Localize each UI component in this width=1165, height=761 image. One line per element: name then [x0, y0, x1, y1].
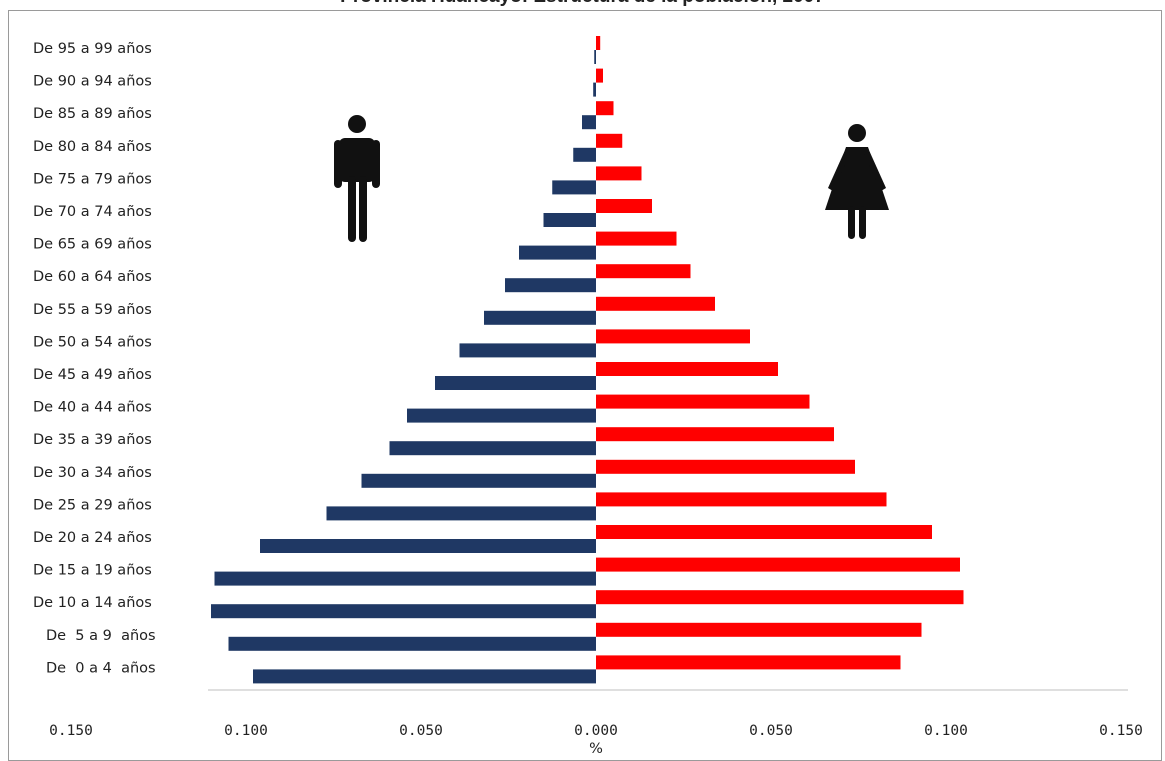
- x-axis-ticks: 0.150 0.100 0.050 0.000 0.050 0.100 0.150: [49, 723, 1143, 739]
- male-bar: [505, 278, 596, 293]
- x-tick-label: 0.100: [224, 723, 268, 739]
- x-tick-label: 0.100: [924, 723, 968, 739]
- female-bar: [596, 231, 677, 246]
- x-tick-label: 0.050: [399, 723, 443, 739]
- female-bar: [596, 101, 614, 116]
- male-bar: [211, 604, 596, 619]
- male-figure-icon: [334, 115, 380, 242]
- male-bar: [326, 506, 596, 521]
- female-bar: [596, 199, 652, 213]
- female-bar: [596, 492, 887, 507]
- category-label: De 10 a 14 años: [33, 595, 152, 611]
- x-tick-label: 0.000: [574, 723, 618, 739]
- category-label: De 85 a 89 años: [33, 106, 152, 122]
- category-label: De 95 a 99 años: [33, 41, 152, 57]
- category-label: De 20 a 24 años: [33, 530, 152, 546]
- x-tick-label: 0.050: [749, 723, 793, 739]
- female-bar: [596, 296, 715, 311]
- female-figure-icon: [825, 124, 889, 239]
- female-bar: [596, 329, 750, 344]
- female-bar: [596, 459, 855, 474]
- female-bar: [596, 68, 603, 83]
- male-bar: [594, 50, 596, 64]
- male-bar: [389, 441, 596, 456]
- female-bar: [596, 36, 601, 50]
- male-bar: [260, 539, 596, 553]
- female-bar: [596, 166, 642, 181]
- category-label: De 25 a 29 años: [33, 497, 152, 513]
- category-label: De 80 a 84 años: [33, 139, 152, 155]
- female-bar: [596, 427, 834, 442]
- female-bar: [596, 655, 901, 670]
- category-label: De 55 a 59 años: [33, 302, 152, 318]
- female-bar: [596, 394, 810, 409]
- category-label: De 30 a 34 años: [33, 465, 152, 481]
- x-axis-label: %: [589, 741, 603, 757]
- female-bar: [596, 557, 960, 572]
- category-label: De 15 a 19 años: [33, 563, 152, 579]
- male-bar: [582, 115, 596, 130]
- male-bar: [573, 147, 596, 162]
- category-label: De 65 a 69 años: [33, 237, 152, 253]
- male-bar: [519, 245, 596, 260]
- x-tick-label: 0.150: [49, 723, 93, 739]
- category-label: De 5 a 9 años: [46, 628, 156, 644]
- female-bar: [596, 622, 922, 637]
- bars-layer: [211, 36, 964, 684]
- male-bar: [593, 82, 596, 97]
- male-bar: [214, 571, 596, 586]
- category-label: De 70 a 74 años: [33, 204, 152, 220]
- chart-title: Provincia Huancayo: Estructura de la pob…: [0, 0, 1165, 8]
- female-bar: [596, 264, 691, 279]
- category-label: De 50 a 54 años: [33, 334, 152, 350]
- male-bar: [459, 343, 596, 358]
- male-bar: [228, 636, 596, 651]
- category-label: De 0 a 4 años: [46, 660, 156, 676]
- female-bar: [596, 525, 932, 539]
- male-bar: [407, 408, 596, 423]
- male-bar: [543, 213, 596, 227]
- male-bar: [435, 376, 596, 390]
- female-bar: [596, 362, 778, 376]
- category-label: De 45 a 49 años: [33, 367, 152, 383]
- category-label: De 40 a 44 años: [33, 400, 152, 416]
- category-label: De 35 a 39 años: [33, 432, 152, 448]
- male-bar: [361, 473, 596, 488]
- category-label: De 60 a 64 años: [33, 269, 152, 285]
- female-bar: [596, 133, 623, 148]
- category-label: De 75 a 79 años: [33, 171, 152, 187]
- male-bar: [552, 180, 596, 195]
- category-label: De 90 a 94 años: [33, 74, 152, 90]
- x-tick-label: 0.150: [1099, 723, 1143, 739]
- male-bar: [253, 669, 596, 684]
- category-labels: De 0 a 4 años De 5 a 9 años De 10 a 14 año…: [33, 41, 156, 676]
- female-bar: [596, 590, 964, 605]
- male-bar: [484, 310, 596, 325]
